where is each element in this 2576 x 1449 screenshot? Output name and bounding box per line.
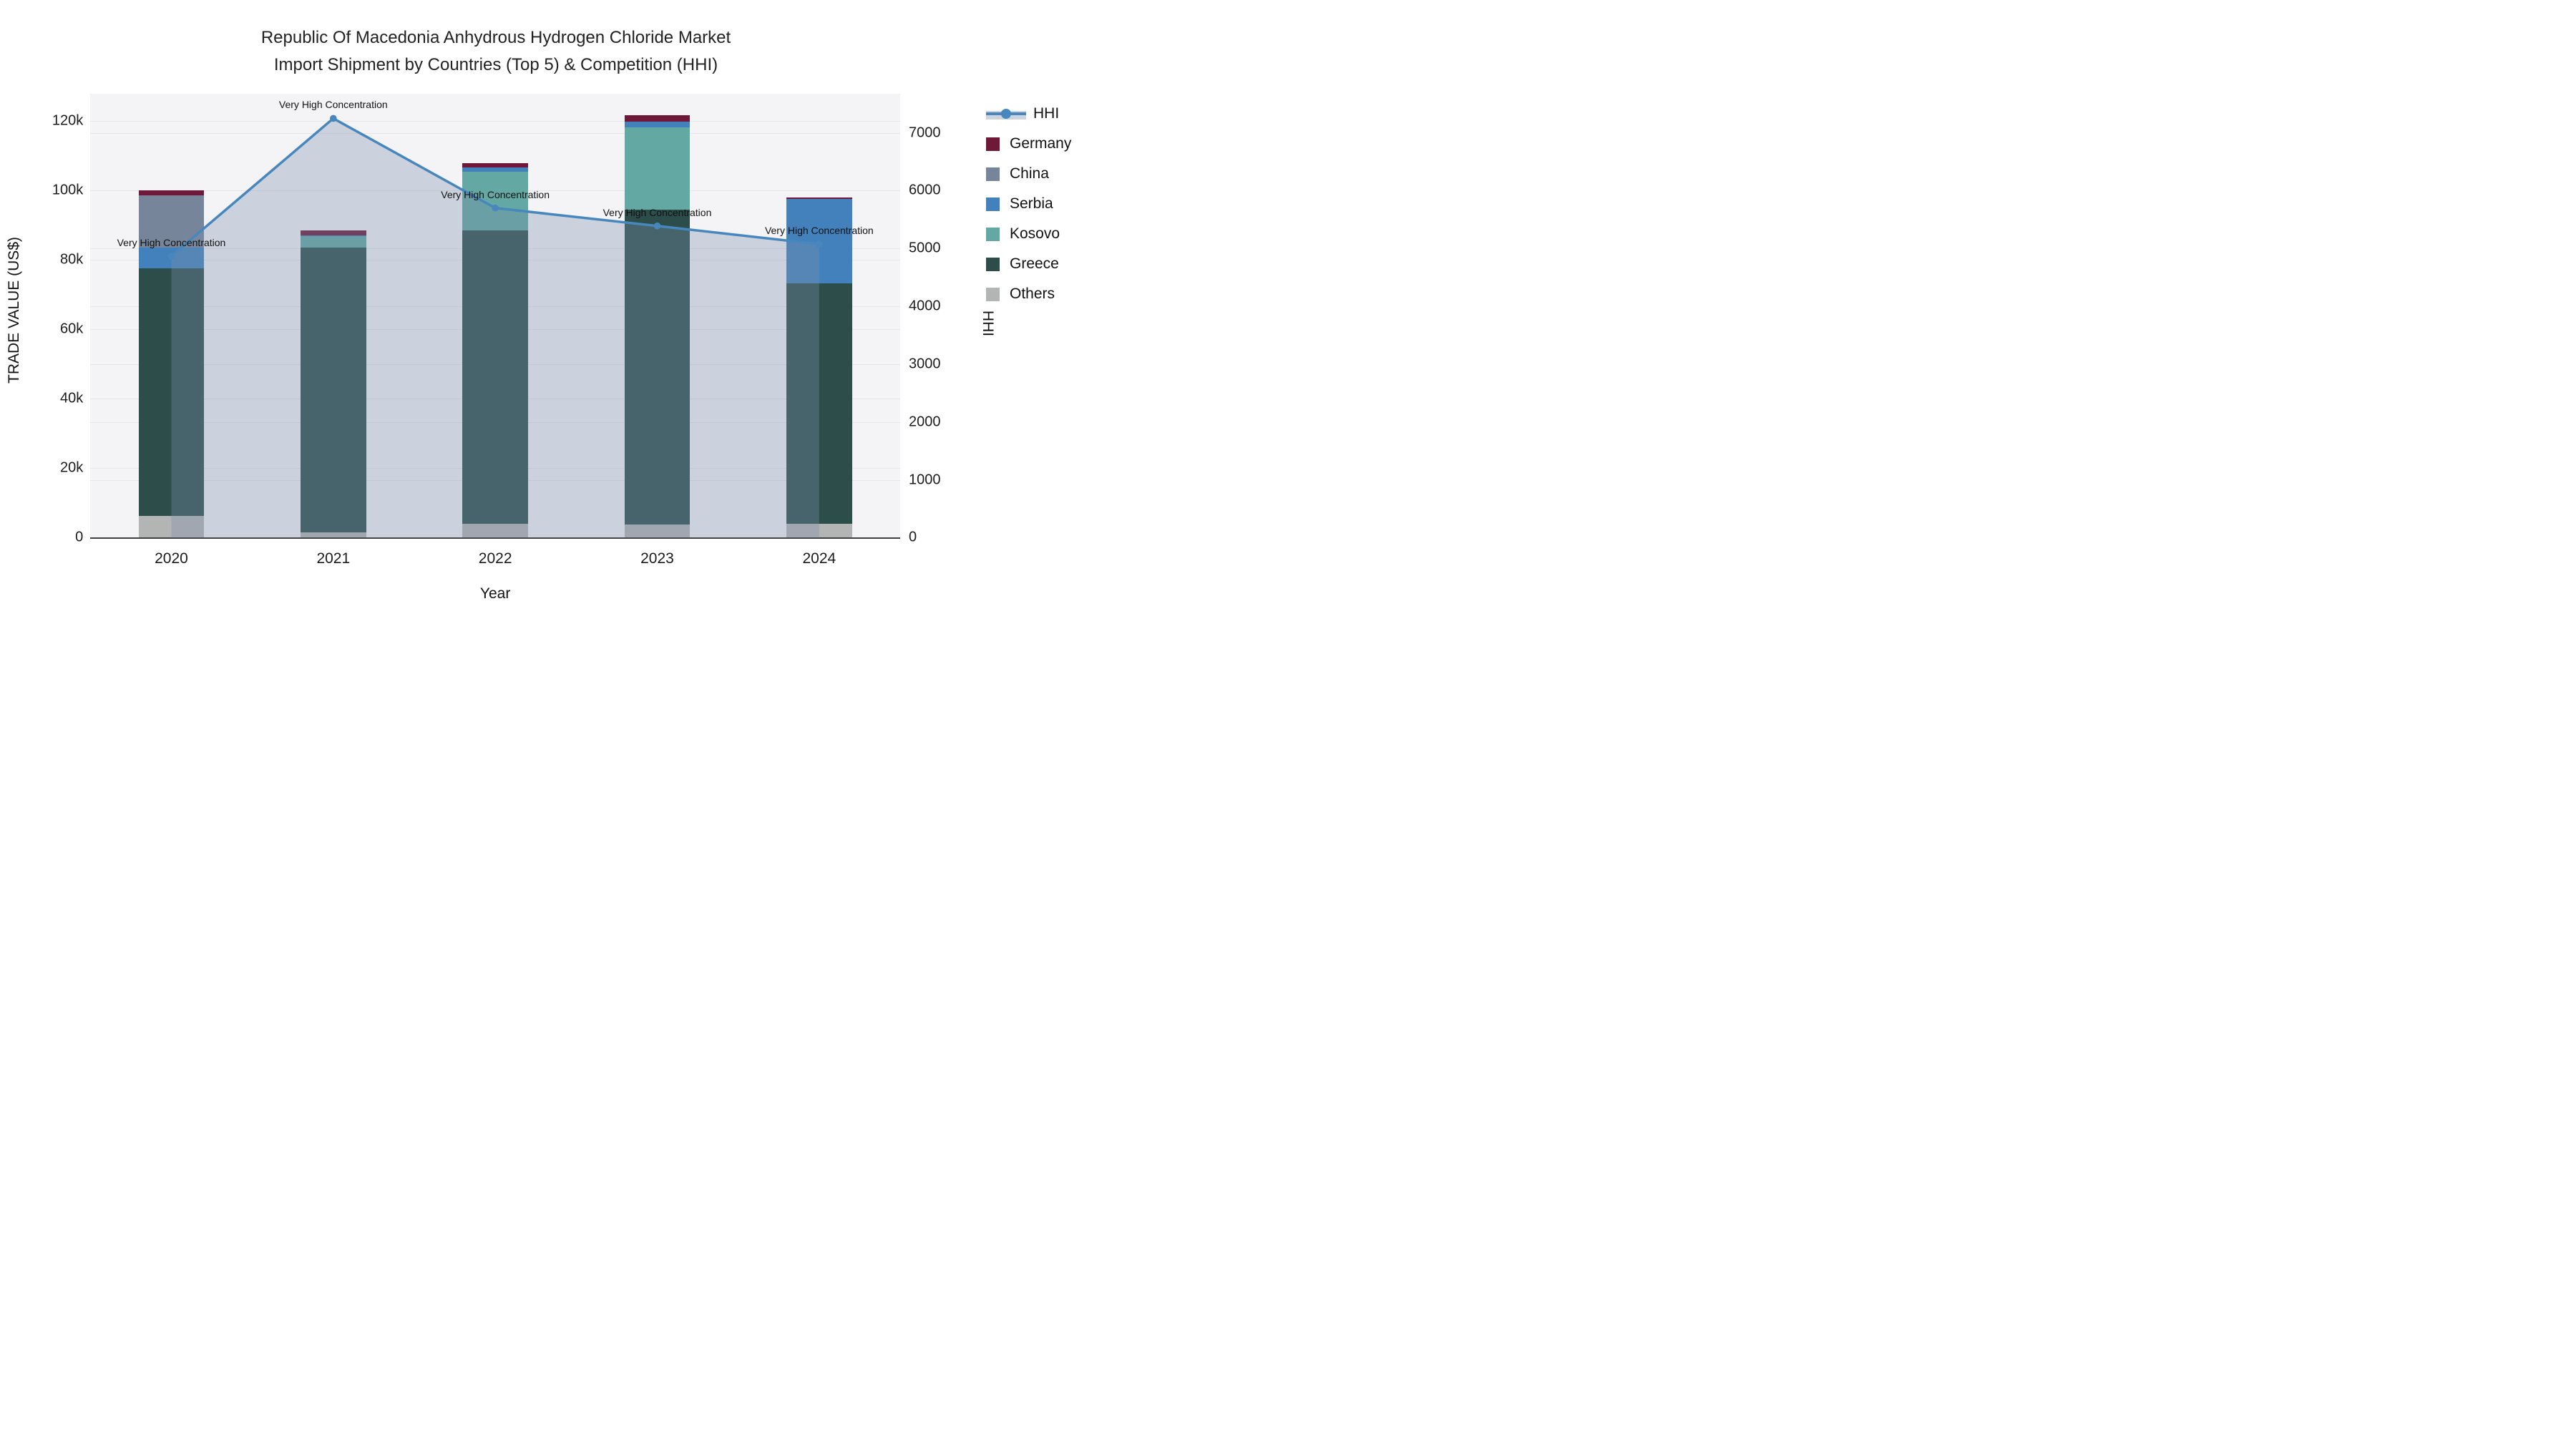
legend: HHI Germany China Serbia Kosovo Greece Others [986, 99, 1071, 309]
legend-swatch-serbia [986, 197, 1000, 211]
x-tick-2023: 2023 [640, 550, 674, 567]
chart-title-line2: Import Shipment by Countries (Top 5) & C… [273, 55, 718, 74]
legend-item-serbia[interactable]: Serbia [986, 189, 1071, 219]
bar-segment-2021-serbia[interactable] [301, 235, 366, 237]
legend-swatch-germany [986, 137, 1000, 151]
legend-label-serbia: Serbia [1010, 195, 1053, 212]
legend-label-greece: Greece [1010, 255, 1059, 272]
bar-segment-2021-germany[interactable] [301, 230, 366, 235]
bar-segment-2023-serbia[interactable] [624, 121, 691, 127]
legend-item-germany[interactable]: Germany [986, 129, 1071, 159]
legend-item-china[interactable]: China [986, 159, 1071, 189]
y-axis-right-title: HHI [980, 310, 996, 337]
x-tick-2024: 2024 [802, 550, 836, 567]
y-right-tick-5000: 5000 [909, 240, 941, 256]
bar-segment-2021-greece[interactable] [301, 247, 366, 533]
annotation-2021: Very High Concentration [278, 99, 388, 111]
annotation-2023: Very High Concentration [602, 206, 712, 218]
legend-label-others: Others [1010, 286, 1055, 302]
y-right-tick-6000: 6000 [909, 182, 941, 198]
bar-segment-2022-germany[interactable] [462, 163, 528, 168]
bar-segment-2022-serbia[interactable] [462, 167, 528, 172]
bar-segment-2023-germany[interactable] [624, 115, 691, 122]
x-tick-2020: 2020 [155, 550, 188, 567]
x-tick-2022: 2022 [478, 550, 512, 567]
y-left-tick-120k: 120k [52, 112, 84, 129]
annotation-2024: Very High Concentration [764, 225, 874, 237]
legend-swatch-others [986, 287, 1000, 301]
gridline [90, 121, 900, 122]
bar-segment-2024-serbia[interactable] [786, 199, 852, 284]
hhi-legend-symbol [986, 107, 1026, 121]
legend-item-hhi[interactable]: HHI [986, 99, 1071, 129]
y-left-tick-100k: 100k [52, 182, 84, 198]
chart-figure: Republic Of Macedonia Anhydrous Hydrogen… [0, 0, 1122, 631]
y-right-tick-3000: 3000 [909, 356, 941, 372]
legend-item-greece[interactable]: Greece [986, 249, 1071, 279]
y-left-tick-20k: 20k [60, 459, 84, 476]
y-right-tick-0: 0 [909, 529, 917, 545]
legend-swatch-greece [986, 257, 1000, 271]
y-axis-left-title: TRADE VALUE (US$) [6, 237, 22, 384]
x-axis-title: Year [479, 585, 511, 602]
y-right-tick-2000: 2000 [909, 414, 941, 430]
bar-segment-2020-germany[interactable] [138, 190, 205, 195]
bar-segment-2024-others[interactable] [786, 523, 852, 538]
legend-item-others[interactable]: Others [986, 279, 1071, 309]
bar-segment-2021-others[interactable] [301, 532, 366, 538]
y-left-tick-80k: 80k [60, 251, 84, 268]
bar-segment-2022-kosovo[interactable] [462, 171, 528, 230]
legend-item-kosovo[interactable]: Kosovo [986, 219, 1071, 249]
bar-segment-2023-greece[interactable] [624, 209, 691, 525]
y-right-tick-4000: 4000 [909, 298, 941, 314]
y-right-tick-7000: 7000 [909, 125, 941, 141]
legend-label-germany: Germany [1010, 135, 1072, 152]
legend-label-kosovo: Kosovo [1010, 225, 1060, 242]
gridline [90, 132, 900, 134]
bar-segment-2024-greece[interactable] [786, 283, 852, 524]
y-right-tick-1000: 1000 [909, 472, 941, 488]
x-tick-2021: 2021 [316, 550, 351, 567]
y-left-tick-0: 0 [75, 529, 84, 545]
legend-label-hhi: HHI [1033, 105, 1060, 122]
annotation-2020: Very High Concentration [117, 236, 226, 248]
bar-segment-2024-germany[interactable] [786, 197, 852, 200]
legend-label-china: China [1010, 165, 1049, 182]
bar-segment-2022-others[interactable] [462, 523, 528, 538]
annotation-2022: Very High Concentration [441, 188, 550, 200]
bar-segment-2020-greece[interactable] [138, 268, 205, 517]
legend-swatch-china [986, 167, 1000, 181]
bar-segment-2020-serbia[interactable] [138, 247, 205, 269]
chart-title-line1: Republic Of Macedonia Anhydrous Hydrogen… [260, 28, 731, 47]
x-axis-line [90, 537, 900, 540]
bar-segment-2020-others[interactable] [138, 516, 205, 538]
y-left-tick-60k: 60k [60, 321, 84, 337]
y-left-tick-40k: 40k [60, 390, 84, 406]
bar-segment-2023-others[interactable] [624, 525, 691, 538]
plot-area [90, 93, 900, 538]
bar-segment-2022-greece[interactable] [462, 230, 528, 524]
bar-segment-2021-kosovo[interactable] [301, 236, 366, 248]
legend-swatch-kosovo [986, 227, 1000, 241]
bar-segment-2023-kosovo[interactable] [624, 127, 691, 210]
